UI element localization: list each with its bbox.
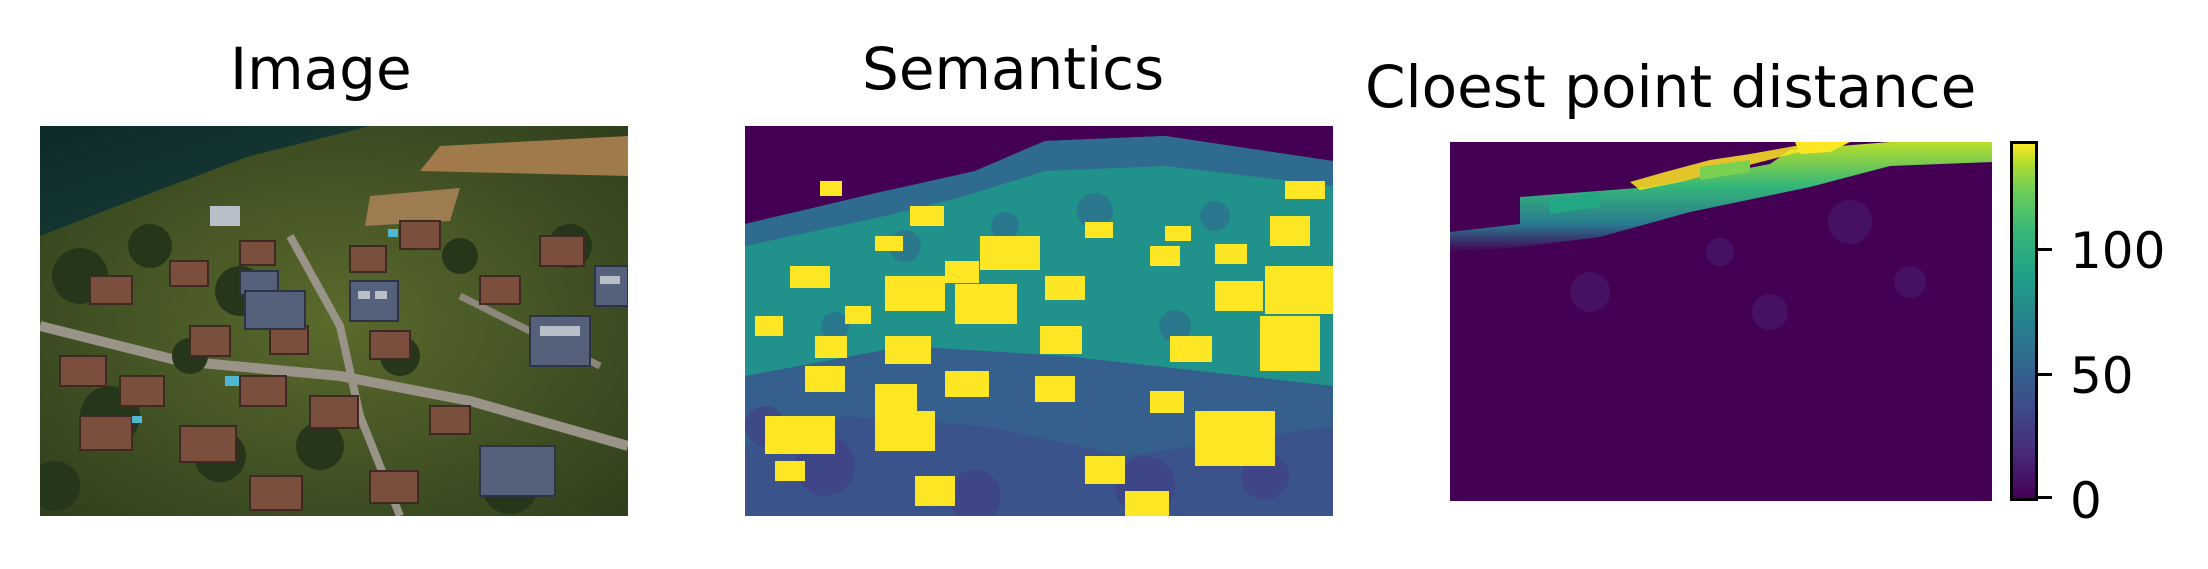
colorbar-tick-label-50: 50 bbox=[2070, 347, 2134, 405]
colorbar-tick-50 bbox=[2038, 373, 2052, 376]
colorbar-tick-0 bbox=[2038, 496, 2052, 499]
panel-title-semantics: Semantics bbox=[862, 35, 1165, 103]
colorbar-tick-100 bbox=[2038, 248, 2052, 251]
colorbar bbox=[2010, 141, 2038, 501]
panel-title-image: Image bbox=[230, 35, 412, 103]
semantics-map bbox=[745, 126, 1333, 516]
aerial-photo bbox=[40, 126, 628, 516]
panel-title-distance: Cloest point distance bbox=[1365, 53, 1977, 121]
colorbar-tick-label-100: 100 bbox=[2070, 222, 2166, 280]
distance-map bbox=[1450, 142, 1992, 501]
colorbar-tick-label-0: 0 bbox=[2070, 472, 2102, 530]
